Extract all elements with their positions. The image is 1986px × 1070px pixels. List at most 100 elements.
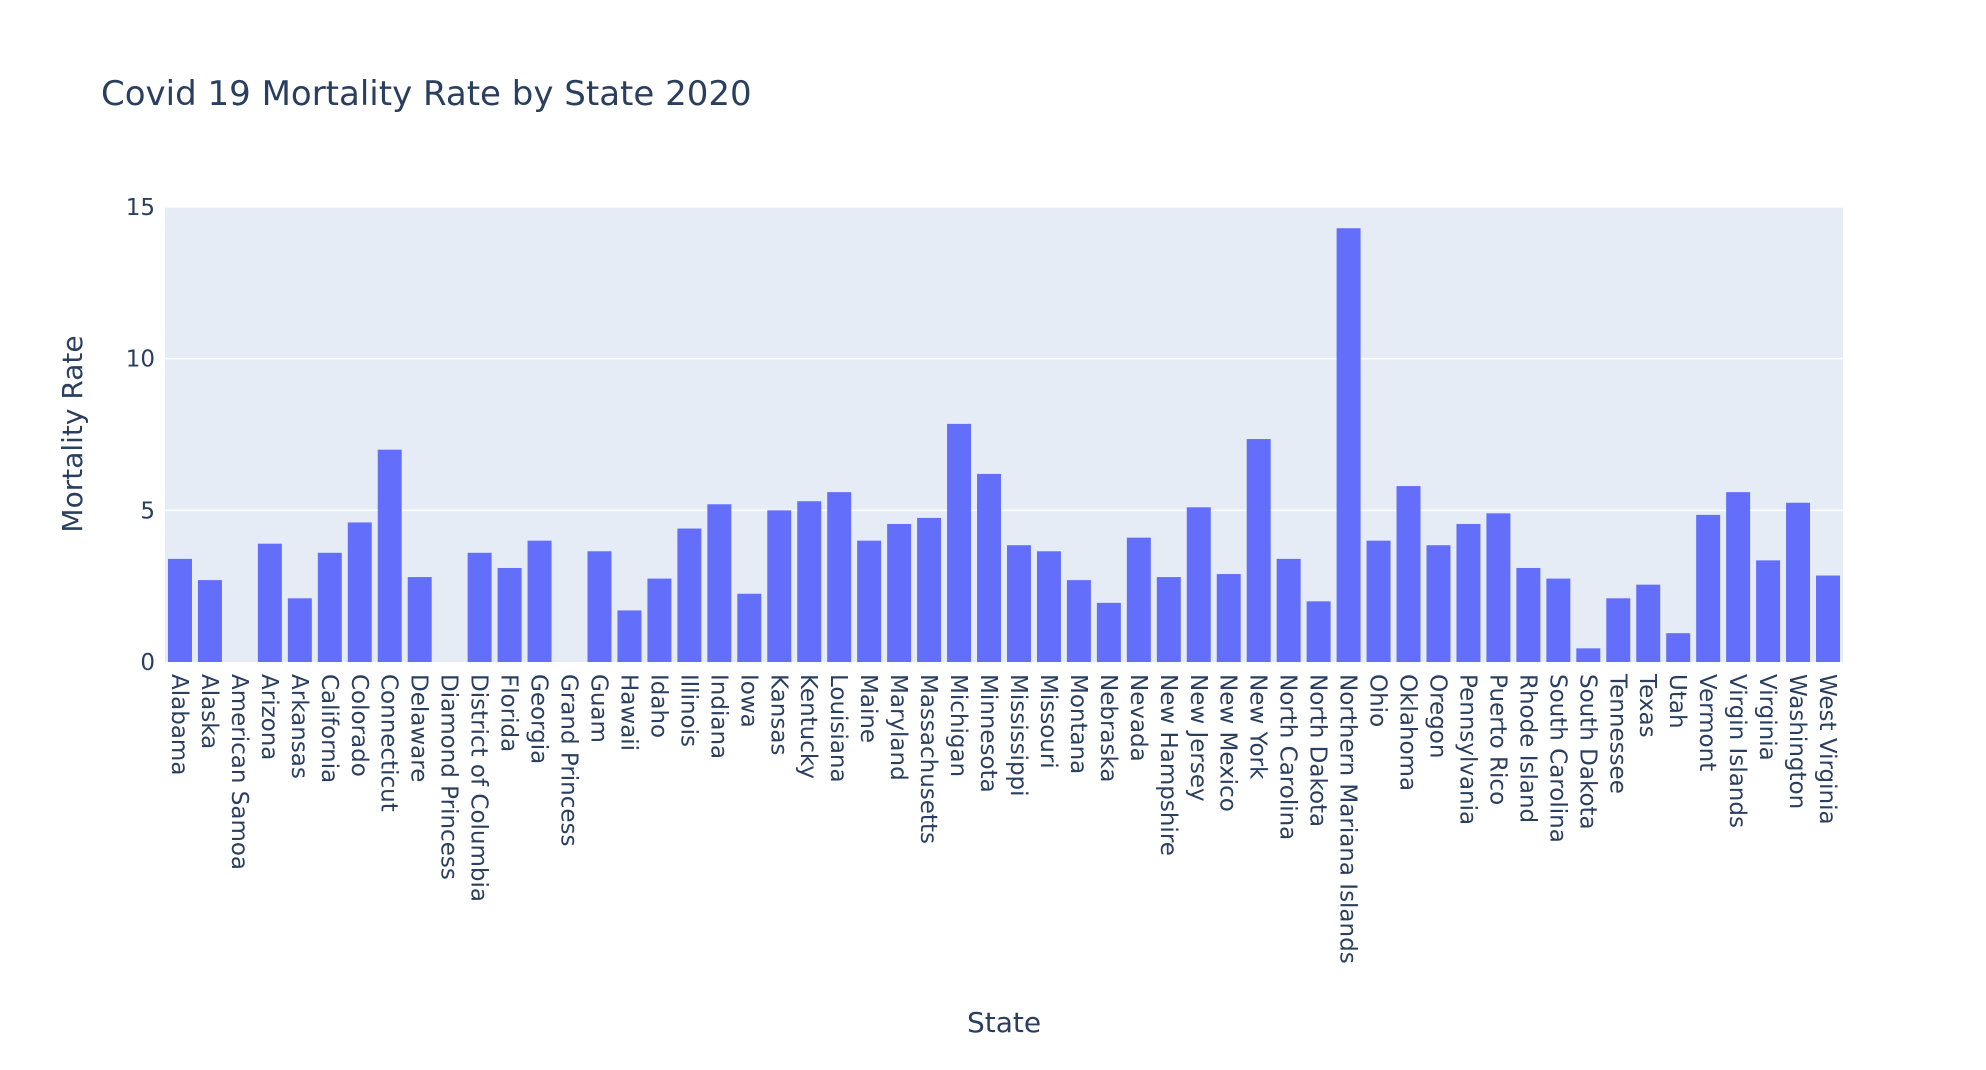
bar xyxy=(1756,560,1781,662)
x-tick-label: Maryland xyxy=(885,674,911,781)
y-axis-ticks: 0 5 10 15 xyxy=(126,195,155,676)
bar xyxy=(1126,537,1151,662)
x-tick-label: South Dakota xyxy=(1574,674,1600,830)
x-tick-label: Northern Mariana Islands xyxy=(1335,674,1361,964)
bar xyxy=(1216,574,1241,662)
x-tick-label: California xyxy=(316,674,342,783)
x-tick-label: North Dakota xyxy=(1305,674,1331,827)
x-tick-label: Nebraska xyxy=(1095,674,1121,783)
bar xyxy=(587,551,612,662)
x-tick-label: Illinois xyxy=(675,674,701,747)
bar xyxy=(1306,601,1331,662)
bar xyxy=(617,610,642,662)
x-tick-label: Arizona xyxy=(256,674,282,760)
x-tick-label: Connecticut xyxy=(376,674,402,812)
x-tick-label: Oklahoma xyxy=(1395,674,1421,791)
bar xyxy=(197,580,222,662)
x-tick-label: Tennessee xyxy=(1604,673,1630,794)
x-tick-label: Texas xyxy=(1634,673,1660,738)
x-tick-label: Florida xyxy=(496,674,522,752)
x-tick-label: Kansas xyxy=(765,674,791,755)
bar xyxy=(1036,551,1061,662)
bar xyxy=(977,473,1002,662)
x-tick-label: New Mexico xyxy=(1215,674,1241,812)
bar xyxy=(1156,577,1181,662)
bar xyxy=(1816,575,1841,662)
x-tick-label: Montana xyxy=(1065,674,1091,774)
bar xyxy=(317,552,342,662)
x-tick-label: Arkansas xyxy=(286,674,312,779)
bar xyxy=(167,558,192,662)
x-tick-label: Ohio xyxy=(1365,674,1391,727)
bar xyxy=(737,593,762,662)
bar xyxy=(1336,228,1361,662)
x-tick-label: Oregon xyxy=(1424,674,1450,758)
x-tick-label: Rhode Island xyxy=(1514,674,1540,823)
bar xyxy=(1096,602,1121,662)
x-tick-label: Virginia xyxy=(1754,674,1780,761)
x-tick-label: Delaware xyxy=(406,674,432,782)
bar xyxy=(1426,545,1451,662)
bar xyxy=(1066,580,1091,662)
x-tick-label: New Jersey xyxy=(1185,674,1211,802)
bar xyxy=(707,504,732,662)
bar xyxy=(827,492,852,662)
x-tick-label: Diamond Princess xyxy=(436,674,462,880)
bar xyxy=(347,522,372,662)
bar xyxy=(1666,633,1691,662)
x-tick-label: South Carolina xyxy=(1544,674,1570,843)
x-tick-label: Puerto Rico xyxy=(1484,674,1510,805)
x-tick-label: Washington xyxy=(1784,674,1810,809)
bar xyxy=(1786,502,1811,662)
x-tick-label: American Samoa xyxy=(226,674,252,870)
bar xyxy=(947,423,972,662)
x-tick-label: New Hampshire xyxy=(1155,674,1181,856)
bar xyxy=(1396,486,1421,662)
y-tick-label: 0 xyxy=(140,650,155,676)
x-tick-label: Louisiana xyxy=(825,674,851,783)
bar xyxy=(287,598,312,662)
x-tick-label: Massachusetts xyxy=(915,674,941,844)
bar xyxy=(1546,578,1571,662)
bar xyxy=(1726,492,1751,662)
bar xyxy=(1276,558,1301,662)
x-tick-label: Georgia xyxy=(526,674,552,764)
bar xyxy=(257,543,282,662)
gridlines xyxy=(165,206,1843,512)
bar xyxy=(527,540,552,662)
bar xyxy=(1576,648,1601,662)
x-tick-label: Pennsylvania xyxy=(1454,674,1480,825)
x-tick-label: Iowa xyxy=(735,674,761,728)
x-tick-label: District of Columbia xyxy=(466,674,492,902)
y-tick-label: 5 xyxy=(140,498,155,524)
bar xyxy=(917,517,942,662)
bars xyxy=(167,228,1841,662)
x-tick-label: Virgin Islands xyxy=(1724,674,1750,828)
x-tick-label: Missouri xyxy=(1035,674,1061,769)
bar xyxy=(647,578,672,662)
bar xyxy=(407,577,432,662)
x-tick-label: Alaska xyxy=(196,674,222,749)
bar xyxy=(677,528,702,662)
x-tick-label: Michigan xyxy=(945,674,971,777)
x-tick-label: Hawaii xyxy=(615,674,641,751)
bar xyxy=(377,449,402,662)
x-tick-label: Indiana xyxy=(705,674,731,759)
bar xyxy=(797,501,822,662)
bar xyxy=(1186,507,1211,662)
x-tick-label: Utah xyxy=(1664,674,1690,729)
bar xyxy=(467,552,492,662)
y-axis-title: Mortality Rate xyxy=(56,335,89,532)
bar xyxy=(1516,567,1541,662)
x-tick-label: Maine xyxy=(855,674,881,743)
bar xyxy=(1486,513,1511,662)
bar xyxy=(1606,598,1631,662)
bar xyxy=(767,510,792,662)
bar xyxy=(1006,545,1031,662)
bar xyxy=(1636,584,1661,662)
x-tick-label: Guam xyxy=(585,674,611,743)
bar xyxy=(497,567,522,662)
x-tick-label: West Virginia xyxy=(1814,674,1840,825)
x-tick-label: Minnesota xyxy=(975,674,1001,793)
bar xyxy=(1366,540,1391,662)
